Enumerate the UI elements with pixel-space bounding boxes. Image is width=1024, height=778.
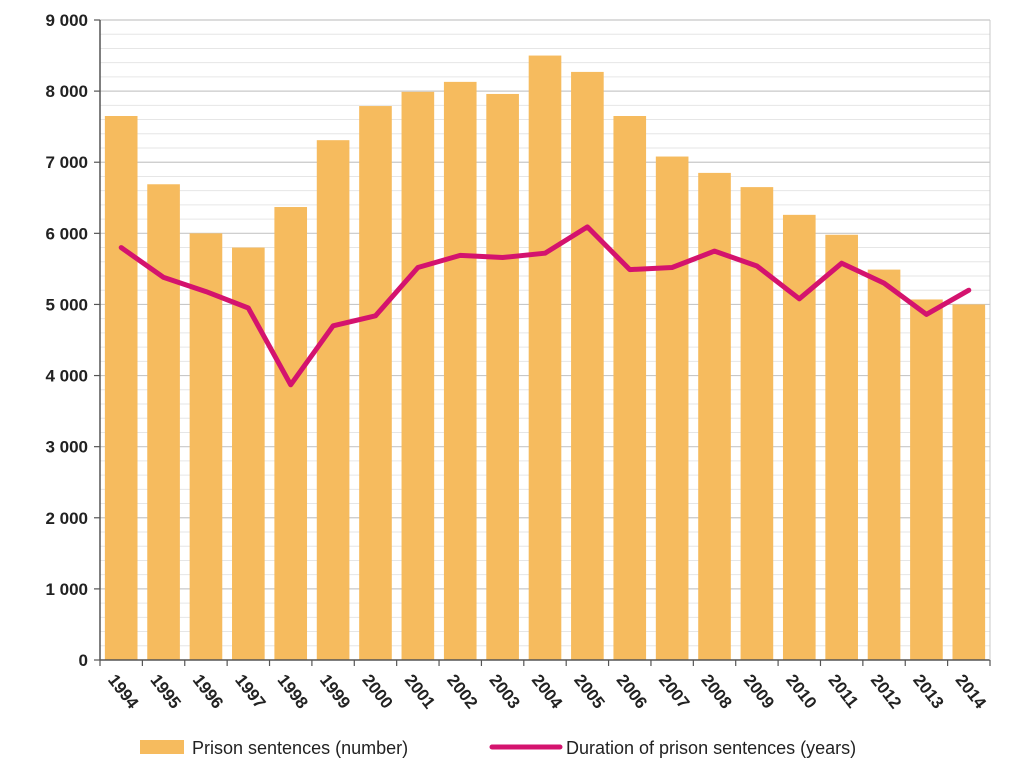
y-tick-label: 8 000 — [45, 82, 88, 101]
bar-2008 — [698, 173, 731, 660]
y-tick-label: 4 000 — [45, 367, 88, 386]
x-tick-label-2009: 2009 — [740, 671, 778, 713]
x-tick-label-2012: 2012 — [867, 671, 905, 713]
legend-label-prison-sentences: Prison sentences (number) — [192, 738, 408, 758]
bar-2004 — [529, 56, 562, 660]
x-tick-label-2011: 2011 — [825, 671, 863, 712]
x-tick-label-1999: 1999 — [316, 671, 354, 713]
x-tick-label-1996: 1996 — [189, 671, 227, 713]
bar-2001 — [402, 92, 435, 660]
bar-2006 — [613, 116, 646, 660]
bar-2011 — [825, 235, 858, 660]
bar-1994 — [105, 116, 138, 660]
x-tick-label-2013: 2013 — [909, 671, 947, 713]
bar-2010 — [783, 215, 816, 660]
x-tick-label-2010: 2010 — [782, 671, 820, 713]
x-tick-label-1994: 1994 — [104, 671, 143, 713]
y-tick-label: 7 000 — [45, 153, 88, 172]
y-tick-label: 2 000 — [45, 509, 88, 528]
y-tick-label: 5 000 — [45, 295, 88, 314]
legend: Prison sentences (number) Duration of pr… — [140, 738, 856, 758]
x-tick-label-2000: 2000 — [358, 671, 396, 713]
y-tick-label: 3 000 — [45, 438, 88, 457]
x-tick-label-1995: 1995 — [146, 671, 184, 713]
y-tick-label: 0 — [79, 651, 88, 670]
bar-2003 — [486, 94, 519, 660]
bar-2005 — [571, 72, 604, 660]
bar-series — [105, 56, 985, 660]
x-tick-label-2001: 2001 — [401, 671, 439, 713]
y-axis-tick-labels: 0 1 000 2 000 3 000 4 000 5 000 6 000 7 000 8 00… — [45, 11, 88, 670]
bar-2013 — [910, 299, 943, 660]
bar-1998 — [274, 207, 307, 660]
x-tick-label-1997: 1997 — [231, 671, 269, 713]
x-tick-label-2005: 2005 — [570, 671, 608, 713]
legend-label-duration: Duration of prison sentences (years) — [566, 738, 856, 758]
bar-2007 — [656, 157, 689, 660]
bar-2009 — [741, 187, 774, 660]
x-tick-label-1998: 1998 — [274, 671, 312, 713]
y-tick-label: 6 000 — [45, 224, 88, 243]
x-tick-label-2002: 2002 — [443, 671, 481, 713]
bar-2002 — [444, 82, 477, 660]
legend-swatch-prison-sentences — [140, 740, 184, 754]
bar-2000 — [359, 106, 392, 660]
x-tick-label-2004: 2004 — [528, 671, 567, 713]
y-tick-label: 1 000 — [45, 580, 88, 599]
x-tick-label-2008: 2008 — [697, 671, 735, 713]
bar-1995 — [147, 184, 180, 660]
y-tick-label: 9 000 — [45, 11, 88, 30]
bar-2014 — [952, 304, 985, 660]
x-tick-label-2007: 2007 — [655, 671, 693, 713]
x-tick-label-2003: 2003 — [485, 671, 523, 713]
x-tick-label-2014: 2014 — [952, 671, 991, 713]
x-tick-label-2006: 2006 — [613, 671, 651, 713]
bar-1999 — [317, 140, 350, 660]
bar-2012 — [868, 270, 901, 660]
